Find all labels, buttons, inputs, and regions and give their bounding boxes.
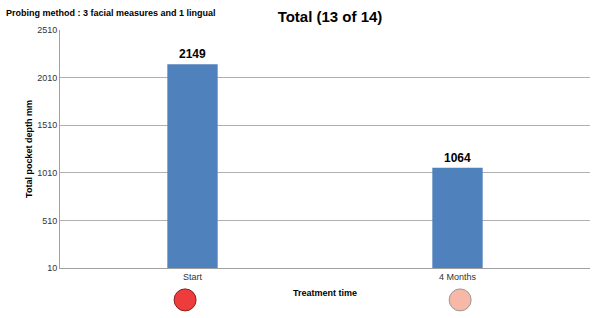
svg-text:4 Months: 4 Months (439, 272, 477, 282)
svg-text:Probing method : 3 facial meas: Probing method : 3 facial measures and 1… (6, 8, 216, 18)
svg-text:510: 510 (42, 216, 57, 226)
svg-text:1510: 1510 (37, 120, 57, 130)
svg-text:10: 10 (47, 263, 57, 273)
svg-text:Start: Start (183, 272, 203, 282)
svg-text:2149: 2149 (179, 47, 206, 61)
svg-text:Total (13 of 14): Total (13 of 14) (278, 8, 383, 25)
svg-text:1064: 1064 (444, 151, 471, 165)
svg-text:2010: 2010 (37, 73, 57, 83)
svg-text:Total pocket depth mm: Total pocket depth mm (24, 100, 34, 198)
svg-text:2510: 2510 (37, 25, 57, 35)
svg-text:1010: 1010 (37, 168, 57, 178)
svg-text:Treatment time: Treatment time (293, 288, 357, 298)
